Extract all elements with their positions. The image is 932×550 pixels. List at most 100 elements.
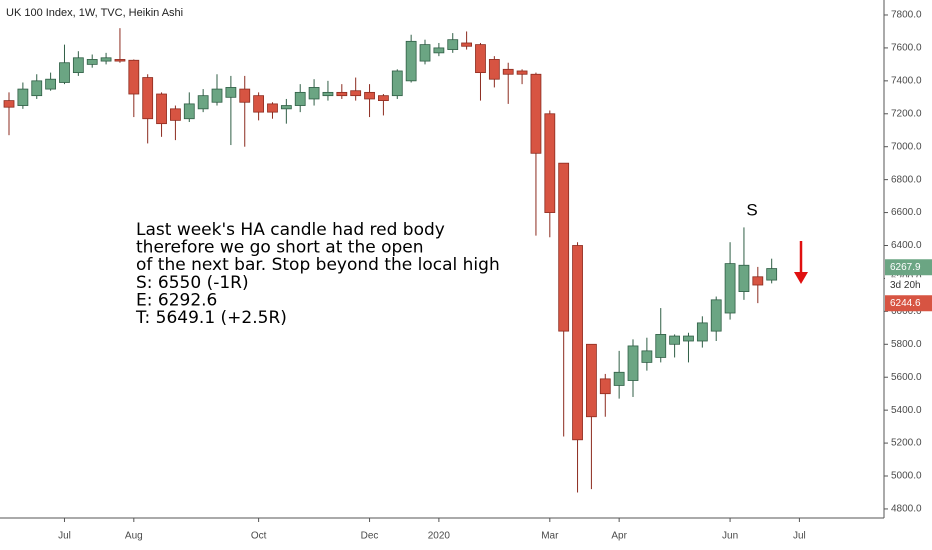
candle-body (31, 80, 43, 97)
candle-body (267, 103, 278, 113)
chart-title: UK 100 Index, 1W, TVC, Heikin Ashi (6, 7, 183, 19)
y-tick-label: 7000.0 (891, 141, 922, 152)
price-label-text: 6267.9 (890, 262, 921, 273)
candle (405, 34, 417, 83)
candle (336, 84, 348, 99)
candle-body (641, 350, 653, 363)
candle-body (558, 162, 570, 332)
candle (156, 92, 167, 137)
y-tick-label: 5800.0 (891, 339, 922, 350)
x-tick-label: 2020 (428, 531, 451, 542)
candle-body (142, 77, 154, 120)
candle-body (724, 263, 736, 314)
candle-body (364, 91, 375, 100)
candle-body (572, 245, 583, 441)
price-label: 6244.6 (885, 295, 932, 312)
candle-body (3, 100, 15, 108)
candle (696, 316, 708, 348)
candle-body (599, 378, 611, 395)
candle (461, 31, 473, 50)
y-tick-label: 7800.0 (891, 10, 922, 21)
candle (183, 92, 195, 123)
candle-body (280, 105, 292, 110)
price-label-box (885, 277, 932, 294)
candle-body (114, 59, 126, 62)
candle-body (502, 68, 514, 75)
marker-label: S (746, 200, 757, 219)
y-tick-label: 7600.0 (891, 43, 922, 54)
y-tick-label: 6400.0 (891, 240, 922, 251)
candle (599, 373, 611, 417)
candle-body (183, 103, 195, 120)
candle (613, 350, 625, 399)
price-label: 3d 20h (885, 277, 932, 294)
candle (752, 266, 764, 304)
candle (128, 59, 140, 118)
x-tick-label: Jul (793, 531, 806, 542)
candle (211, 74, 223, 106)
candle (724, 242, 736, 320)
candle-body (17, 88, 29, 106)
candle-body (447, 39, 459, 50)
candle (683, 332, 694, 363)
candle-body (488, 59, 500, 80)
candle-body (350, 90, 362, 97)
y-tick-label: 6800.0 (891, 174, 922, 185)
candle-body (253, 95, 265, 113)
candle-body (308, 87, 320, 100)
candle (655, 308, 667, 363)
y-tick-label: 5400.0 (891, 405, 922, 416)
price-label: 6267.9 (885, 259, 932, 276)
candle (350, 77, 362, 101)
candle-body (211, 88, 223, 103)
y-tick-label: 5600.0 (891, 372, 922, 383)
y-tick-label: 4800.0 (891, 504, 922, 515)
x-tick-label: Mar (541, 531, 559, 542)
candle-body (613, 371, 625, 386)
candle-body (405, 40, 417, 82)
x-tick-label: Jul (58, 531, 71, 542)
annotation-line: S: 6550 (-1R) (136, 273, 249, 293)
candle (59, 44, 70, 85)
candle-body (156, 93, 167, 125)
candle-body (683, 335, 694, 342)
candle-body (461, 42, 473, 47)
candle (544, 110, 556, 238)
candle (17, 82, 29, 109)
candle (267, 102, 278, 119)
candle-body (738, 264, 750, 293)
y-tick-label: 5000.0 (891, 471, 922, 482)
candle (100, 52, 112, 65)
candle-body (433, 47, 445, 54)
annotation-line: therefore we go short at the open (136, 238, 424, 258)
y-tick-label: 7400.0 (891, 75, 922, 86)
candle-body (516, 70, 528, 75)
candle-body (475, 44, 486, 74)
candle (488, 56, 500, 88)
candle (114, 28, 126, 63)
candle (738, 227, 750, 300)
candle-body (655, 334, 667, 358)
annotation-line: E: 6292.6 (136, 290, 217, 310)
candle (239, 75, 251, 147)
candle (641, 337, 653, 371)
candle (45, 72, 57, 91)
candle (516, 69, 528, 85)
candle-body (100, 57, 112, 62)
candle-body (752, 276, 764, 286)
candle (558, 162, 570, 437)
candle (669, 334, 681, 358)
arrow (794, 241, 808, 284)
candle-body (669, 335, 681, 345)
candle-body (72, 57, 84, 74)
candle-body (239, 88, 251, 103)
candle (280, 98, 292, 124)
candle-body (59, 62, 70, 83)
x-tick-label: Apr (611, 531, 627, 542)
y-tick-label: 6600.0 (891, 207, 922, 218)
candle (710, 296, 722, 341)
candle (197, 89, 209, 113)
annotation-line: Last week's HA candle had red body (136, 220, 445, 240)
candle (253, 92, 265, 121)
